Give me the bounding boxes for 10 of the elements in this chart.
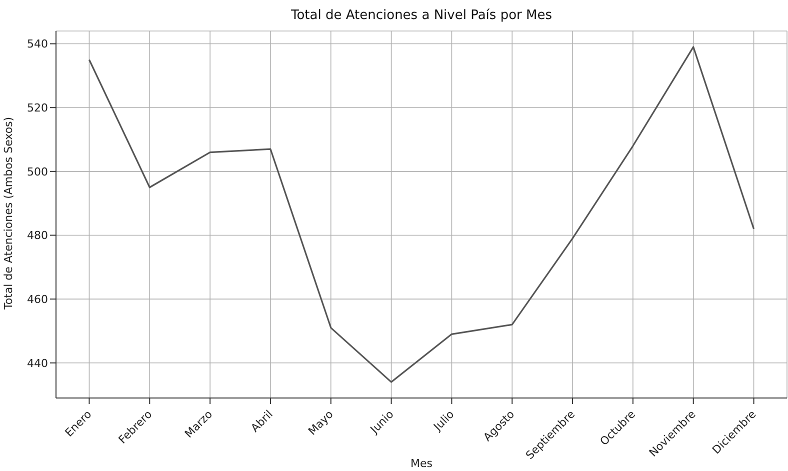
line-series [88,46,755,383]
y-tick-label: 540 [27,38,48,51]
y-tick-label: 480 [27,229,48,242]
y-tick-label: 460 [27,292,48,306]
y-tick-label: 520 [27,101,48,114]
y-tick-label: 440 [27,356,48,370]
y-tick-label: 500 [27,165,48,178]
chart-title: Total de Atenciones a Nivel País por Mes [290,8,553,23]
x-axis-title: Mes [410,457,433,470]
y-axis-title: Total de Atenciones (Ambos Sexos) [2,116,15,310]
